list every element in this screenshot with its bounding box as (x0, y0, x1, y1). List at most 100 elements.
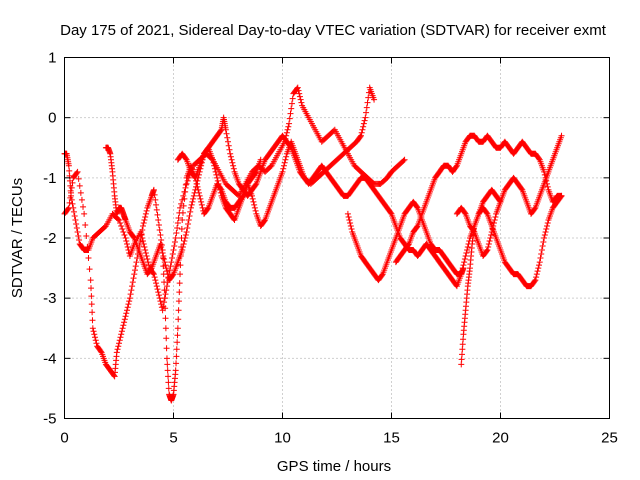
data-point (173, 346, 180, 353)
data-point (296, 90, 303, 97)
data-point (175, 316, 182, 323)
data-point (483, 209, 490, 216)
data-point (152, 196, 159, 203)
data-point (405, 242, 412, 249)
data-point (89, 317, 96, 324)
series-trace-e (344, 198, 467, 284)
x-axis-label: GPS time / hours (277, 458, 391, 475)
data-point (156, 226, 163, 233)
data-point (73, 224, 80, 231)
data-point (213, 171, 220, 178)
data-point (65, 162, 72, 169)
data-point (167, 263, 174, 270)
data-point (126, 298, 133, 305)
y-axis-label: SDTVAR / TECUs (9, 178, 26, 298)
data-point (346, 216, 353, 223)
data-point (185, 216, 192, 223)
data-point (497, 198, 504, 205)
data-point (177, 262, 184, 269)
data-point (140, 241, 147, 248)
data-point (558, 192, 565, 199)
x-tick-label: 20 (492, 430, 509, 447)
data-point (169, 255, 176, 262)
data-point (226, 146, 233, 153)
data-point (181, 238, 188, 245)
data-point (153, 283, 160, 290)
data-point (536, 155, 543, 162)
data-point (363, 104, 370, 111)
data-point (152, 277, 159, 284)
data-point (251, 204, 258, 211)
data-point (144, 256, 151, 263)
data-point (488, 231, 495, 238)
data-point (69, 200, 76, 207)
data-point (225, 142, 232, 149)
data-point (186, 212, 193, 219)
data-point (82, 221, 89, 228)
data-point (187, 208, 194, 215)
data-point (490, 219, 497, 226)
data-point (298, 99, 305, 106)
axis-ticks (64, 57, 610, 419)
data-point (177, 271, 184, 278)
data-point (67, 182, 74, 189)
data-point (139, 238, 146, 245)
data-point (162, 262, 169, 269)
y-tick-label: 1 (48, 50, 56, 67)
data-point (538, 247, 545, 254)
data-point (211, 165, 218, 172)
y-tick-labels: 1 0 -1 -2 -3 -4 -5 (43, 50, 56, 428)
data-point (543, 225, 550, 232)
data-point (284, 126, 291, 133)
data-point (87, 277, 94, 284)
data-point (71, 212, 78, 219)
data-point (165, 373, 172, 380)
data-point (88, 285, 95, 292)
data-point (123, 310, 130, 317)
data-point (67, 187, 74, 194)
data-point (133, 259, 140, 266)
data-point (453, 163, 460, 170)
data-point (83, 232, 90, 239)
data-point (485, 241, 492, 248)
data-point (183, 180, 190, 187)
data-point (132, 263, 139, 270)
data-point (211, 162, 218, 169)
data-point (496, 197, 503, 204)
data-point (492, 213, 499, 220)
data-point (295, 87, 302, 94)
data-point (463, 250, 470, 257)
data-point (126, 295, 133, 302)
data-point (538, 251, 545, 258)
data-point (360, 123, 367, 130)
data-point (175, 214, 182, 221)
data-point (173, 229, 180, 236)
data-point (461, 209, 468, 216)
data-point (289, 95, 296, 102)
data-point (230, 215, 237, 222)
data-point (90, 328, 97, 335)
data-point (162, 315, 169, 322)
data-point (86, 266, 93, 273)
data-point (282, 156, 289, 163)
data-point (261, 217, 268, 224)
chart-title: Day 175 of 2021, Sidereal Day-to-day VTE… (60, 22, 607, 39)
data-point (534, 268, 541, 275)
x-tick-label: 0 (60, 430, 68, 447)
data-point (154, 211, 161, 218)
data-point (176, 209, 183, 216)
data-point (70, 204, 77, 211)
data-point (65, 205, 72, 212)
data-point (460, 336, 467, 343)
data-point (143, 253, 150, 260)
data-point (357, 132, 364, 139)
data-point (174, 224, 181, 231)
data-point (68, 196, 75, 203)
data-point (114, 215, 121, 222)
data-point (458, 361, 465, 368)
data-point (249, 195, 256, 202)
data-point (117, 334, 124, 341)
data-point (286, 115, 293, 122)
data-point (127, 291, 134, 298)
data-point (458, 356, 465, 363)
